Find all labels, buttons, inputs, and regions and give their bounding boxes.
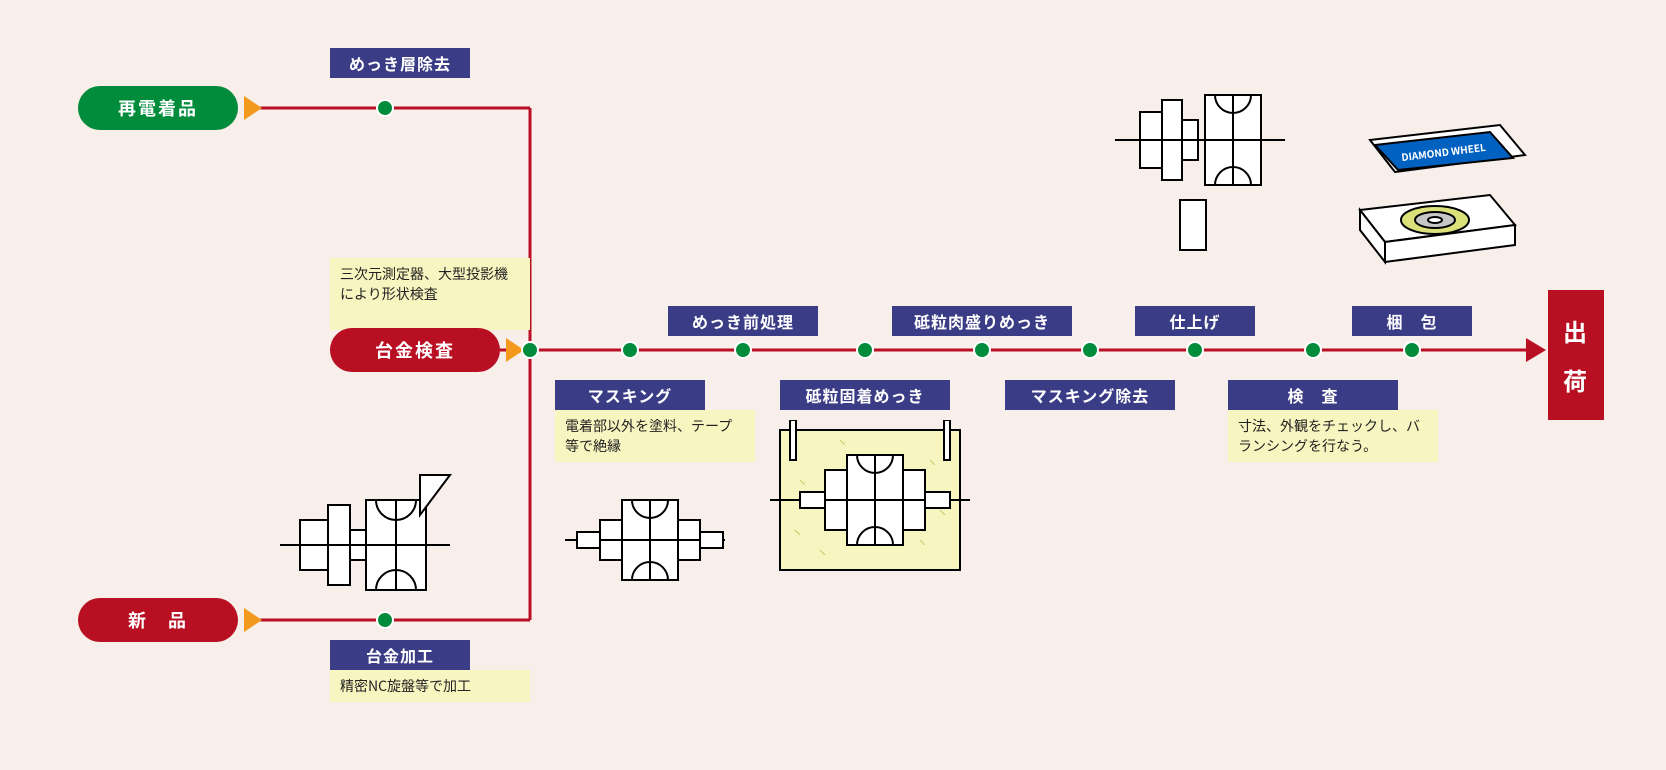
start-pill-recoat: 再電着品: [78, 86, 238, 130]
ship-box: 出 荷: [1548, 290, 1604, 420]
start-pill-new: 新 品: [78, 598, 238, 642]
bath-illustration: [770, 420, 970, 580]
dot-packing: [1403, 341, 1421, 359]
wheel-illustration: [555, 470, 735, 600]
step-daikin_kako: 台金加工: [330, 640, 470, 670]
dot-finish: [1186, 341, 1204, 359]
dot-inspection: [1304, 341, 1322, 359]
dot-mask_removal: [1081, 341, 1099, 359]
arrow-new: [244, 608, 262, 632]
step-inspection: 検 査: [1228, 380, 1398, 410]
ship-char-2: 荷: [1563, 362, 1589, 397]
lathe-illustration: [280, 470, 480, 610]
flow-diagram: 再電着品 新 品 三次元測定器、大型投影機により形状検査 台金検査 めっき層除去…: [0, 0, 1666, 770]
packing-illustration: DIAMOND WHEEL: [1330, 120, 1530, 280]
inspect-pill: 台金検査: [330, 328, 500, 372]
main-arrowhead: [1526, 338, 1546, 362]
dot-masking: [621, 341, 639, 359]
step-mask_removal: マスキング除去: [1005, 380, 1175, 410]
step-masking: マスキング: [555, 380, 705, 410]
arrow-recoat: [244, 96, 262, 120]
step-masking-note: 電着部以外を塗料、テープ等で絶縁: [555, 410, 755, 462]
dot-nikumori: [973, 341, 991, 359]
step-inspection-note: 寸法、外観をチェックし、バランシングを行なう。: [1228, 410, 1438, 462]
step-packing: 梱 包: [1352, 306, 1472, 336]
step-plating_removal: めっき層除去: [330, 48, 470, 78]
dot-daikin_kako: [376, 611, 394, 629]
step-daikin_kako-note: 精密NC旋盤等で加工: [330, 670, 530, 702]
dot-pre_plating: [734, 341, 752, 359]
dot-fixing: [856, 341, 874, 359]
inspect-note: 三次元測定器、大型投影機により形状検査: [330, 258, 530, 330]
ship-char-1: 出: [1563, 313, 1589, 348]
step-pre_plating: めっき前処理: [668, 306, 818, 336]
dot-plating_removal: [376, 99, 394, 117]
step-finish: 仕上げ: [1135, 306, 1255, 336]
junction-dot: [521, 341, 539, 359]
step-nikumori: 砥粒肉盛りめっき: [892, 306, 1072, 336]
step-fixing: 砥粒固着めっき: [780, 380, 950, 410]
finish-illustration: [1110, 70, 1290, 260]
